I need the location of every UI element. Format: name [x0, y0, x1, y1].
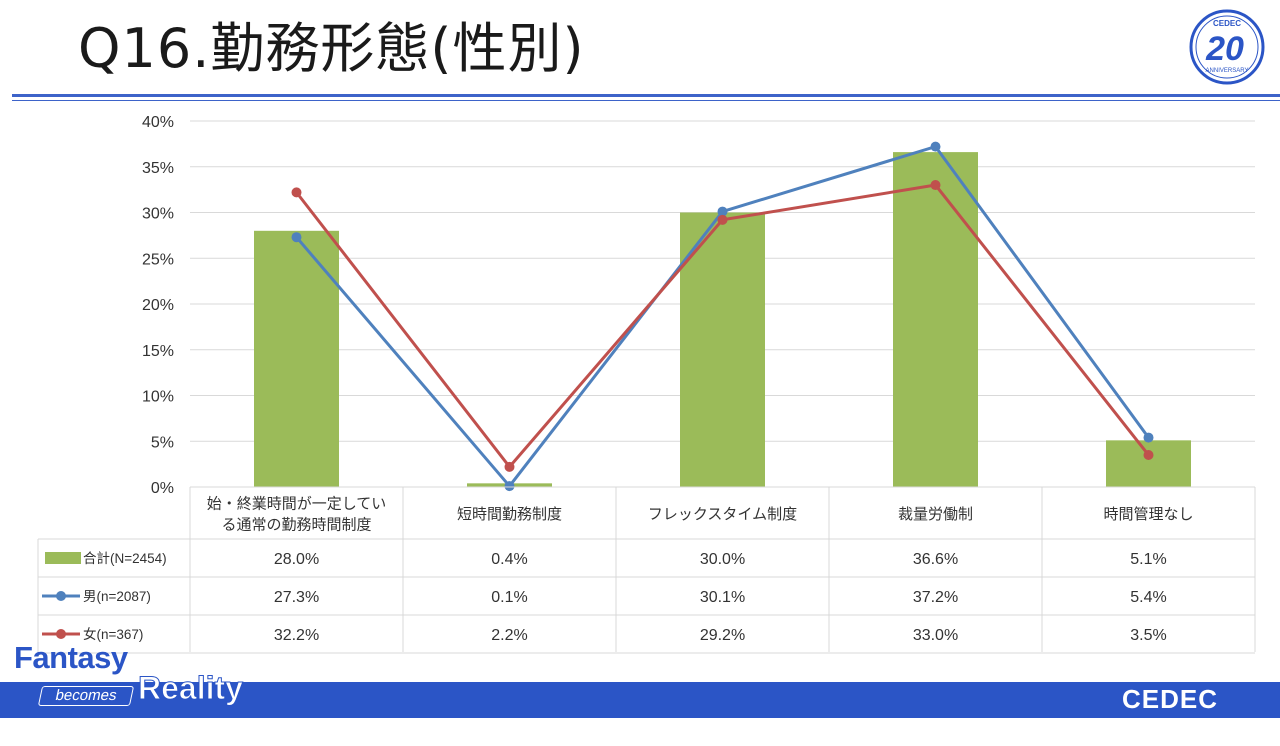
line-point [504, 461, 515, 472]
category-label: 時間管理なし [1103, 506, 1193, 523]
data-label: 30.0% [700, 551, 745, 568]
footer-reality-text: Reality [138, 670, 244, 707]
title-rule [12, 94, 1280, 97]
y-tick-label: 35% [142, 160, 174, 177]
data-label: 32.2% [274, 627, 319, 644]
data-label: 5.1% [1130, 551, 1166, 568]
data-label: 3.5% [1130, 627, 1166, 644]
title-rule-thin [12, 100, 1280, 101]
category-label: フレックスタイム制度 [648, 506, 797, 523]
line-point [1143, 432, 1154, 443]
footer-fantasy-text: Fantasy [14, 640, 128, 675]
line-point [291, 232, 302, 243]
data-label: 30.1% [700, 589, 745, 606]
bar [254, 230, 339, 488]
category-label: る通常の勤務時間制度 [221, 517, 371, 534]
y-tick-label: 0% [151, 480, 174, 497]
footer-bar [0, 682, 1280, 718]
line-point [930, 180, 941, 191]
cedec-20th-anniversary-logo: CEDEC 20 ANNIVERSARY [1189, 9, 1265, 85]
footer-cedec-word: CEDEC [1122, 684, 1219, 714]
legend-label: 女(n=367) [83, 626, 143, 642]
footer-becomes-text: becomes [37, 686, 135, 706]
line-point [717, 206, 728, 217]
legend-label: 男(n=2087) [83, 589, 151, 604]
line-point [1143, 449, 1154, 460]
data-label: 28.0% [274, 551, 319, 568]
data-label: 5.4% [1130, 589, 1166, 606]
y-tick-label: 25% [142, 251, 174, 268]
data-label: 33.0% [913, 627, 958, 644]
category-label: 始・終業時間が一定してい [207, 496, 387, 513]
slide-title: Q16.勤務形態(性別) [78, 17, 585, 80]
footer-cedec-year: 2018 [1122, 715, 1184, 745]
logo-top-text: CEDEC [1213, 19, 1241, 28]
y-tick-label: 20% [142, 297, 174, 314]
category-label: 短時間勤務制度 [457, 506, 562, 523]
y-tick-label: 5% [151, 434, 174, 451]
data-label: 27.3% [274, 589, 319, 606]
y-tick-label: 15% [142, 343, 174, 360]
line-point [291, 187, 302, 198]
legend-key-marker [56, 629, 66, 639]
logo-sub-text: ANNIVERSARY [1206, 68, 1249, 74]
data-label: 0.4% [491, 551, 527, 568]
line-point [930, 141, 941, 152]
footer-cedec-logo: CEDEC 2018 [1122, 684, 1280, 746]
bar [893, 152, 978, 488]
bar [680, 212, 765, 487]
legend-key-marker [56, 591, 66, 601]
line-point [504, 481, 515, 492]
legend-key [45, 552, 81, 564]
data-label: 0.1% [491, 589, 527, 606]
bar [1106, 440, 1191, 487]
data-label: 37.2% [913, 589, 958, 606]
data-label: 2.2% [491, 627, 527, 644]
data-label: 36.6% [913, 551, 958, 568]
data-label: 29.2% [700, 627, 745, 644]
combo-chart: 0% 5% 10% 15% 20% 25% 30% 35% 40% 始・終業時間が一定している通常… [37, 114, 1256, 654]
line-point [717, 214, 728, 225]
y-tick-label: 30% [142, 206, 174, 223]
category-label: 裁量労働制 [898, 506, 973, 523]
y-tick-label: 10% [142, 389, 174, 406]
logo-number: 20 [1205, 30, 1244, 68]
y-tick-label: 40% [142, 114, 174, 131]
legend-label: 合計(N=2454) [83, 551, 167, 566]
